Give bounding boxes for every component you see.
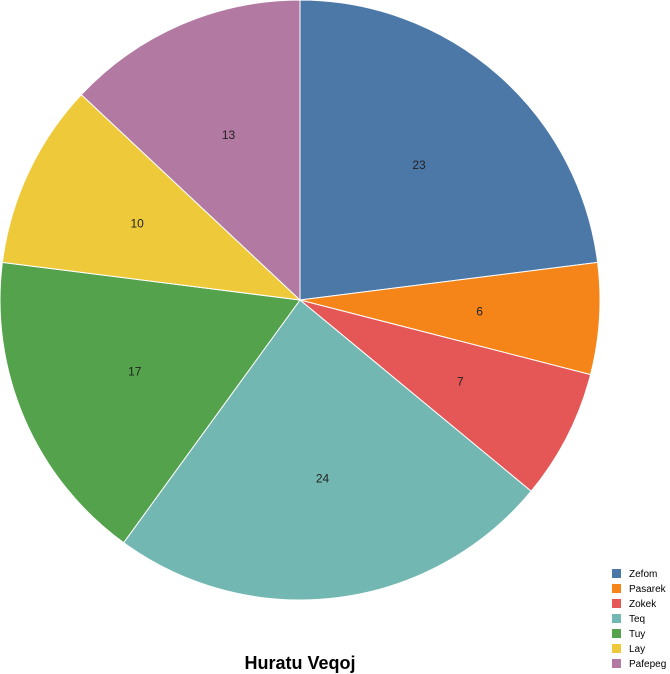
legend-label: Pafepeg bbox=[629, 659, 666, 670]
pie-slices bbox=[0, 0, 601, 601]
pie-slice-pafepeg bbox=[80, 0, 301, 302]
legend-label: Teq bbox=[629, 614, 645, 625]
legend-swatch bbox=[612, 629, 621, 638]
slice-value-label: 10 bbox=[130, 216, 144, 230]
pie-slice-zokek bbox=[299, 299, 592, 492]
pie-slice-tuy bbox=[0, 261, 301, 544]
legend-label: Zefom bbox=[629, 569, 657, 580]
legend-swatch bbox=[612, 584, 621, 593]
chart-title: Huratu Veqoj bbox=[244, 653, 355, 673]
slice-value-label: 23 bbox=[412, 158, 426, 172]
legend-swatch bbox=[612, 614, 621, 623]
slice-value-label: 17 bbox=[128, 364, 142, 378]
legend-swatch bbox=[612, 659, 621, 668]
pie-slice-zefom bbox=[299, 0, 599, 301]
legend-swatch bbox=[612, 569, 621, 578]
pie-slice-teq bbox=[122, 299, 532, 601]
legend-label: Tuy bbox=[629, 629, 645, 640]
legend-label: Lay bbox=[629, 644, 645, 655]
legend-label: Pasarek bbox=[629, 584, 667, 595]
slice-value-label: 6 bbox=[476, 304, 483, 318]
slice-value-label: 13 bbox=[222, 128, 236, 142]
slice-value-label: 7 bbox=[457, 375, 464, 389]
pie-slice-lay bbox=[1, 93, 302, 301]
legend: Zefom Pasarek Zokek Teq Tuy Lay Pafepeg bbox=[612, 569, 667, 670]
legend-swatch bbox=[612, 599, 621, 608]
legend-label: Zokek bbox=[629, 599, 657, 610]
legend-swatch bbox=[612, 644, 621, 653]
slice-value-label: 24 bbox=[316, 472, 330, 486]
pie-slice-labels: 23 6 7 24 17 10 13 bbox=[128, 128, 483, 486]
